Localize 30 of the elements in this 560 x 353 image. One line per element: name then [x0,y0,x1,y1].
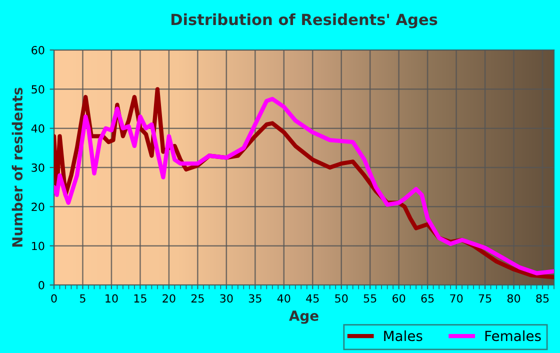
y-axis-title: Number of residents [12,88,23,247]
x-tick-label: 25 [191,294,204,303]
y-tick-label: 40 [31,124,44,133]
legend-label: Females [485,330,541,342]
x-tick-label: 50 [335,294,348,303]
x-tick-label: 15 [134,294,146,303]
chart-title: Distribution of Residents' Ages [171,13,438,28]
y-tick-label: 50 [32,85,44,94]
x-tick-label: 60 [392,294,406,303]
y-tick-label: 10 [32,242,44,250]
x-tick-label: 20 [162,294,176,303]
x-tick-label: 35 [248,294,262,303]
x-tick-label: 30 [220,294,233,303]
y-tick-label: 30 [32,163,44,172]
x-tick-label: 80 [507,294,520,303]
y-tick-label: 60 [32,46,44,54]
x-tick-label: 40 [277,294,290,303]
legend-label: Males [384,330,422,342]
y-tick-label: 0 [38,280,44,290]
x-tick-label: 0 [51,294,57,303]
x-tick-label: 70 [450,294,463,303]
x-tick-label: 45 [306,294,319,303]
x-tick-label: 75 [478,294,492,303]
x-axis-title: Age [289,310,318,324]
x-tick-label: 55 [364,294,376,303]
x-tick-label: 85 [536,294,549,303]
y-tick-label: 20 [32,202,44,212]
x-tick-label: 65 [421,294,434,303]
x-tick-label: 5 [80,294,86,303]
x-tick-label: 10 [106,294,118,303]
